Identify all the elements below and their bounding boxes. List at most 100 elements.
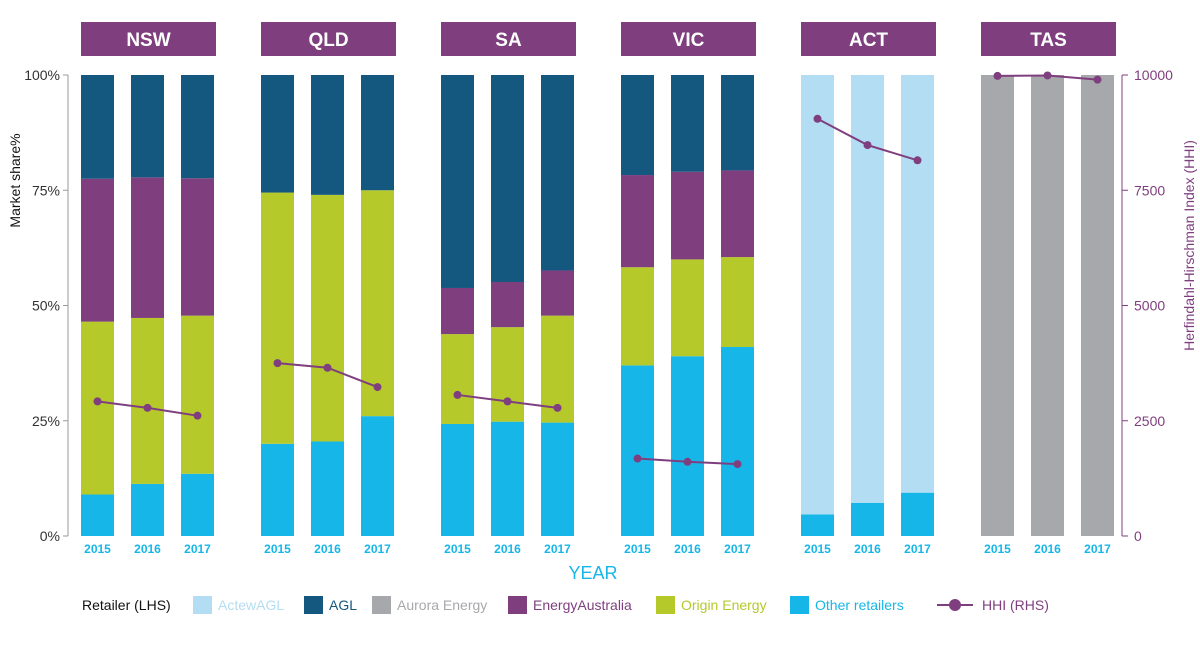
bar-segment-vic-2015-other-retailers	[621, 365, 654, 536]
bar-segment-qld-2017-origin-energy	[361, 190, 394, 417]
bar-segment-nsw-2016-energyaustralia	[131, 177, 164, 318]
bar-segment-act-2015-actewagl	[801, 75, 834, 515]
legend-swatch-energyaustralia	[508, 596, 527, 614]
bar-segment-act-2016-other-retailers	[851, 502, 884, 536]
right-axis-title: Herfindahl-Hirschman Index (HHI)	[1181, 140, 1197, 351]
panel-header-qld	[261, 22, 396, 56]
bar-segment-sa-2017-agl	[541, 75, 574, 271]
legend-title: Retailer (LHS)	[82, 597, 171, 613]
bar-segment-sa-2016-agl	[491, 75, 524, 282]
panel-title-vic: VIC	[673, 30, 705, 51]
left-tick-label: 0%	[40, 528, 60, 544]
hhi-point-sa-2017	[553, 403, 562, 412]
hhi-point-vic-2016	[683, 457, 692, 466]
bar-segment-nsw-2015-agl	[81, 75, 114, 179]
right-tick-label: 7500	[1134, 182, 1165, 198]
bar-segment-vic-2017-energyaustralia	[721, 170, 754, 258]
bar-segment-vic-2015-origin-energy	[621, 267, 654, 366]
hhi-point-sa-2016	[503, 397, 512, 406]
bar-segment-vic-2017-other-retailers	[721, 346, 754, 536]
bar-segment-vic-2015-agl	[621, 75, 654, 176]
left-tick-label: 25%	[32, 413, 60, 429]
year-tick-label: 2016	[854, 542, 881, 556]
bar-segment-nsw-2015-other-retailers	[81, 494, 114, 536]
bar-segment-vic-2016-agl	[671, 75, 704, 172]
panel-header-tas	[981, 22, 1116, 56]
bar-segment-nsw-2017-energyaustralia	[181, 178, 214, 316]
year-tick-label: 2016	[134, 542, 161, 556]
hhi-point-qld-2015	[273, 359, 282, 368]
panel-title-qld: QLD	[308, 30, 348, 51]
panel-header-nsw	[81, 22, 216, 56]
legend-label-hhi: HHI (RHS)	[982, 597, 1049, 613]
bar-segment-sa-2015-other-retailers	[441, 423, 474, 536]
bar-segment-sa-2016-other-retailers	[491, 421, 524, 536]
year-tick-label: 2015	[624, 542, 651, 556]
bar-segment-qld-2015-other-retailers	[261, 443, 294, 536]
year-tick-label: 2016	[314, 542, 341, 556]
bar-segment-sa-2015-agl	[441, 75, 474, 288]
year-tick-label: 2015	[84, 542, 111, 556]
panel-title-sa: SA	[495, 30, 522, 51]
year-tick-label: 2017	[364, 542, 391, 556]
right-tick-label: 2500	[1134, 413, 1165, 429]
hhi-point-tas-2015	[993, 71, 1002, 80]
bar-segment-sa-2017-energyaustralia	[541, 270, 574, 316]
bar-segment-qld-2016-origin-energy	[311, 194, 344, 442]
left-tick-label: 100%	[24, 67, 60, 83]
year-tick-label: 2017	[544, 542, 571, 556]
panel-header-vic	[621, 22, 756, 56]
year-tick-label: 2017	[904, 542, 931, 556]
bar-segment-qld-2015-agl	[261, 75, 294, 193]
legend-swatch-origin-energy	[656, 596, 675, 614]
bar-segment-nsw-2016-origin-energy	[131, 317, 164, 484]
year-tick-label: 2016	[1034, 542, 1061, 556]
hhi-point-nsw-2015	[93, 397, 102, 406]
panel-title-nsw: NSW	[126, 30, 170, 51]
x-axis-title: YEAR	[568, 563, 617, 583]
bar-segment-qld-2015-origin-energy	[261, 192, 294, 444]
bar-segment-tas-2015-aurora-energy	[981, 75, 1014, 536]
bar-segment-vic-2015-energyaustralia	[621, 175, 654, 268]
panel-header-act	[801, 22, 936, 56]
hhi-point-nsw-2016	[143, 403, 152, 412]
bar-segment-act-2017-other-retailers	[901, 492, 934, 536]
bar-segment-tas-2016-aurora-energy	[1031, 75, 1064, 536]
legend-swatch-aurora-energy	[372, 596, 391, 614]
hhi-point-nsw-2017	[193, 411, 202, 420]
hhi-point-qld-2017	[373, 383, 382, 392]
right-tick-label: 10000	[1134, 67, 1173, 83]
bar-segment-nsw-2017-origin-energy	[181, 315, 214, 474]
legend-swatch-agl	[304, 596, 323, 614]
hhi-point-vic-2017	[733, 460, 742, 469]
bar-segment-qld-2016-agl	[311, 75, 344, 195]
legend-label-other-retailers: Other retailers	[815, 597, 904, 613]
bar-segment-tas-2017-aurora-energy	[1081, 75, 1114, 536]
year-tick-label: 2016	[494, 542, 521, 556]
panel-title-act: ACT	[849, 30, 888, 51]
bar-segment-sa-2017-other-retailers	[541, 422, 574, 536]
left-tick-label: 75%	[32, 182, 60, 198]
bar-segment-sa-2016-origin-energy	[491, 327, 524, 422]
bar-segment-nsw-2016-agl	[131, 75, 164, 178]
left-axis-title: Market share%	[7, 133, 23, 227]
year-tick-label: 2017	[724, 542, 751, 556]
bar-segment-nsw-2015-origin-energy	[81, 321, 114, 495]
panel-title-tas: TAS	[1030, 30, 1067, 51]
year-tick-label: 2017	[1084, 542, 1111, 556]
year-tick-label: 2015	[804, 542, 831, 556]
bar-segment-sa-2015-energyaustralia	[441, 287, 474, 335]
year-tick-label: 2016	[674, 542, 701, 556]
panel-header-sa	[441, 22, 576, 56]
hhi-point-vic-2015	[633, 454, 642, 463]
hhi-point-act-2017	[913, 156, 922, 165]
year-tick-label: 2015	[984, 542, 1011, 556]
legend-label-agl: AGL	[329, 597, 357, 613]
hhi-point-sa-2015	[453, 390, 462, 399]
bar-segment-act-2015-other-retailers	[801, 514, 834, 536]
hhi-point-tas-2016	[1043, 71, 1052, 80]
bar-segment-sa-2016-energyaustralia	[491, 281, 524, 328]
bar-segment-sa-2015-origin-energy	[441, 334, 474, 424]
hhi-point-act-2015	[813, 114, 822, 123]
